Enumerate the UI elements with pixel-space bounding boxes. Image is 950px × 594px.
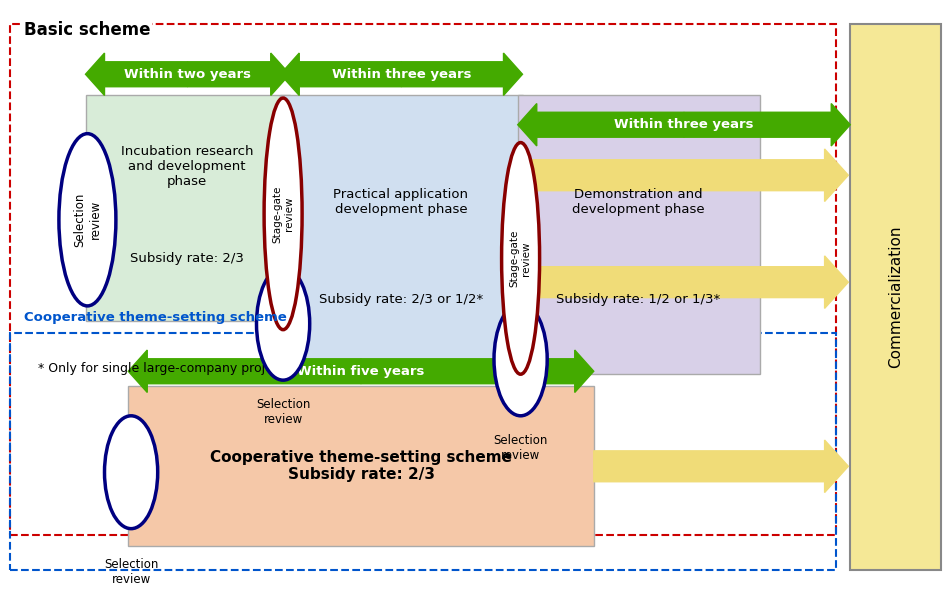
Text: Selection
review: Selection review: [256, 398, 311, 426]
FancyArrow shape: [128, 350, 361, 393]
Text: * Only for single large-company projects: * Only for single large-company projects: [38, 362, 292, 375]
Ellipse shape: [59, 134, 116, 306]
Ellipse shape: [104, 416, 158, 529]
Text: Within three years: Within three years: [332, 68, 471, 81]
FancyArrow shape: [527, 149, 848, 201]
Bar: [280, 95, 522, 374]
Bar: [10, 333, 836, 570]
FancyArrow shape: [527, 256, 848, 308]
Text: Selection
review: Selection review: [104, 558, 159, 586]
Ellipse shape: [256, 267, 310, 380]
Bar: [518, 95, 760, 374]
Text: Subsidy rate: 1/2 or 1/3*: Subsidy rate: 1/2 or 1/3*: [557, 293, 720, 307]
FancyArrow shape: [188, 53, 290, 96]
Text: Within five years: Within five years: [297, 365, 425, 378]
Text: Cooperative theme-setting scheme: Cooperative theme-setting scheme: [24, 311, 287, 324]
Text: Commercialization: Commercialization: [888, 226, 902, 368]
Ellipse shape: [494, 303, 547, 416]
FancyArrow shape: [594, 440, 848, 492]
Text: Within three years: Within three years: [615, 118, 753, 131]
Text: Selection
review: Selection review: [493, 434, 548, 462]
FancyArrow shape: [280, 53, 401, 96]
Text: Practical application
development phase: Practical application development phase: [333, 188, 468, 216]
Text: Cooperative theme-setting scheme
Subsidy rate: 2/3: Cooperative theme-setting scheme Subsidy…: [210, 450, 512, 482]
Bar: [10, 24, 836, 535]
Bar: [850, 24, 940, 570]
FancyArrow shape: [86, 53, 188, 96]
FancyArrow shape: [518, 103, 684, 146]
FancyArrow shape: [401, 53, 522, 96]
Text: Selection
review: Selection review: [73, 192, 102, 247]
Text: Demonstration and
development phase: Demonstration and development phase: [572, 188, 705, 216]
Text: Basic scheme: Basic scheme: [24, 21, 150, 39]
Text: Stage-gate
review: Stage-gate review: [510, 230, 531, 287]
Bar: [86, 95, 290, 321]
FancyArrow shape: [684, 103, 850, 146]
Text: Stage-gate
review: Stage-gate review: [273, 185, 294, 242]
Ellipse shape: [502, 143, 540, 374]
Text: Subsidy rate: 2/3 or 1/2*: Subsidy rate: 2/3 or 1/2*: [319, 293, 483, 307]
Bar: [128, 386, 594, 546]
Text: Within two years: Within two years: [124, 68, 251, 81]
Ellipse shape: [264, 98, 302, 330]
Text: Incubation research
and development
phase: Incubation research and development phas…: [121, 145, 254, 188]
Text: Subsidy rate: 2/3: Subsidy rate: 2/3: [130, 252, 244, 265]
FancyArrow shape: [361, 350, 594, 393]
